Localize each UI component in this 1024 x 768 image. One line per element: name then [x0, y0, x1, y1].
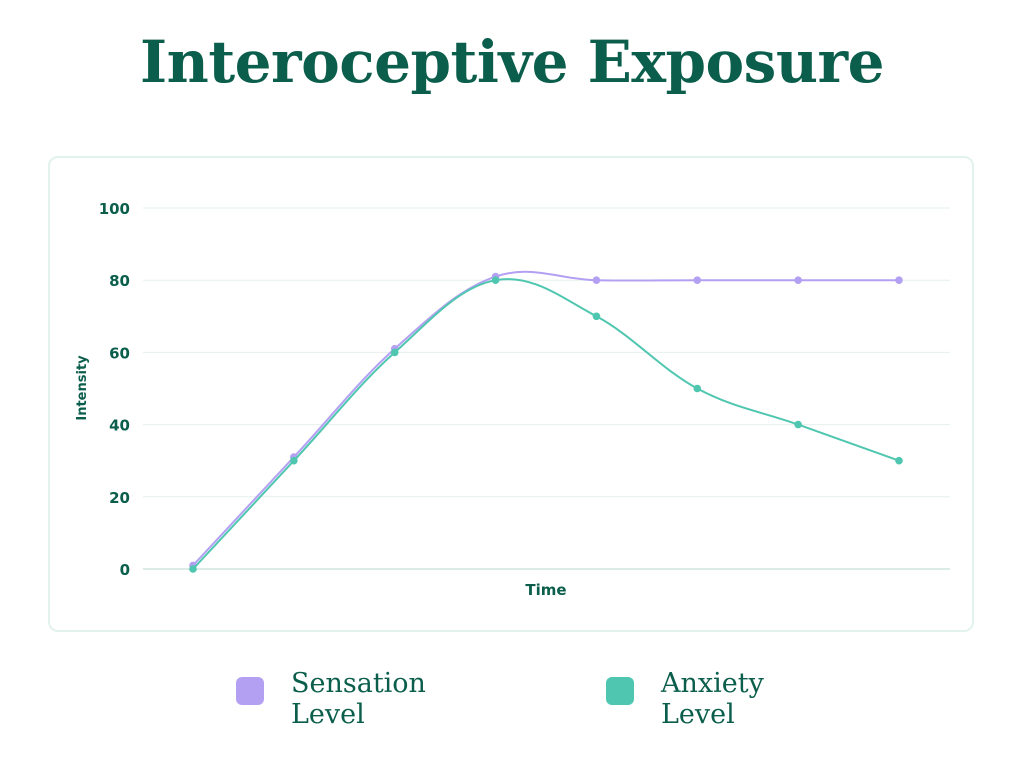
y-tick-label: 80	[109, 272, 130, 290]
data-point-anxiety-level	[895, 456, 903, 465]
gridlines	[143, 207, 950, 570]
y-tick-label: 20	[109, 489, 130, 507]
chart-card: 0 20 40 60 80 100 Intensity Time	[48, 156, 974, 632]
data-point-anxiety-level	[290, 456, 298, 465]
data-point-sensation-level	[895, 276, 903, 284]
series-layer	[189, 270, 903, 573]
legend-swatch-anxiety	[606, 677, 634, 705]
chart-title: Interoceptive Exposure	[140, 28, 884, 96]
legend-item-anxiety: Anxiety Level	[606, 668, 831, 730]
data-point-anxiety-level	[390, 348, 399, 357]
y-axis-ticks: 0 20 40 60 80 100	[99, 200, 130, 579]
series-anxiety-level	[189, 276, 903, 573]
legend: Sensation Level Anxiety Level	[0, 668, 1024, 748]
data-point-anxiety-level	[592, 312, 601, 321]
y-axis-label: Intensity	[75, 355, 90, 421]
line-chart: 0 20 40 60 80 100 Intensity Time	[75, 200, 950, 599]
data-point-anxiety-level	[794, 420, 802, 429]
series-line-anxiety-level	[192, 278, 900, 570]
legend-label-anxiety: Anxiety Level	[661, 668, 764, 730]
y-tick-label: 40	[109, 417, 130, 435]
y-tick-label: 60	[109, 344, 130, 362]
legend-label-sensation: Sensation Level	[291, 668, 426, 730]
series-sensation-level	[189, 270, 903, 570]
y-tick-label: 0	[120, 561, 130, 579]
legend-item-sensation: Sensation Level	[236, 668, 461, 730]
legend-swatch-sensation	[236, 677, 264, 705]
x-axis-label: Time	[525, 581, 566, 599]
data-point-anxiety-level	[189, 565, 197, 573]
data-point-anxiety-level	[693, 384, 702, 393]
data-point-anxiety-level	[491, 276, 500, 284]
data-point-sensation-level	[592, 276, 601, 284]
series-line-sensation-level	[192, 270, 899, 567]
y-tick-label: 100	[99, 200, 130, 218]
data-point-sensation-level	[794, 276, 802, 284]
data-point-sensation-level	[693, 276, 702, 284]
